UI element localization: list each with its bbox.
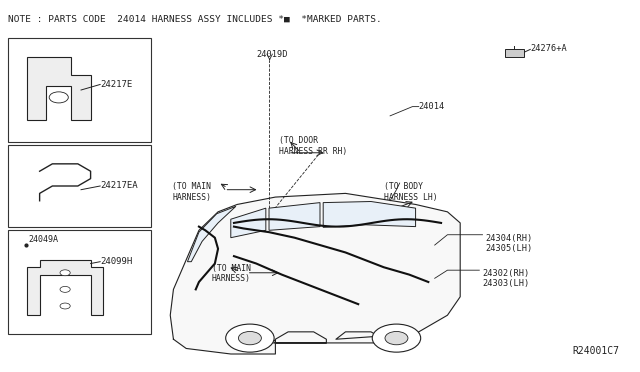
Text: (TO MAIN
HARNESS): (TO MAIN HARNESS): [172, 182, 211, 202]
Polygon shape: [170, 193, 460, 354]
Circle shape: [60, 270, 70, 276]
Polygon shape: [269, 203, 320, 230]
Polygon shape: [27, 260, 103, 315]
Text: 24014: 24014: [419, 102, 445, 111]
Text: 24276+A: 24276+A: [531, 44, 567, 53]
Bar: [8, 145, 151, 227]
Circle shape: [60, 303, 70, 309]
Polygon shape: [188, 206, 236, 262]
Polygon shape: [323, 202, 415, 227]
Text: 24217E: 24217E: [100, 80, 132, 89]
Text: 24217EA: 24217EA: [100, 182, 138, 190]
Circle shape: [60, 286, 70, 292]
Text: 24304(RH)
24305(LH): 24304(RH) 24305(LH): [486, 234, 533, 253]
Text: 24049A: 24049A: [28, 235, 58, 244]
Text: 24019D: 24019D: [256, 51, 288, 60]
Bar: [505, 49, 524, 57]
Circle shape: [49, 92, 68, 103]
Text: 24099H: 24099H: [100, 257, 132, 266]
Circle shape: [226, 324, 274, 352]
Circle shape: [239, 331, 261, 345]
Text: (TO DOOR
HARNESS RR RH): (TO DOOR HARNESS RR RH): [278, 136, 347, 155]
Bar: [8, 38, 151, 142]
Text: R24001C7: R24001C7: [573, 346, 620, 356]
Circle shape: [372, 324, 420, 352]
Text: (TO MAIN
HARNESS): (TO MAIN HARNESS): [212, 263, 251, 283]
Circle shape: [385, 331, 408, 345]
Polygon shape: [27, 57, 91, 119]
Text: NOTE : PARTS CODE  24014 HARNESS ASSY INCLUDES *■  *MARKED PARTS.: NOTE : PARTS CODE 24014 HARNESS ASSY INC…: [8, 14, 381, 23]
Bar: [8, 230, 151, 334]
Text: 24302(RH)
24303(LH): 24302(RH) 24303(LH): [483, 269, 530, 288]
Text: (TO BODY
HARNESS LH): (TO BODY HARNESS LH): [384, 182, 437, 202]
Polygon shape: [231, 208, 266, 238]
